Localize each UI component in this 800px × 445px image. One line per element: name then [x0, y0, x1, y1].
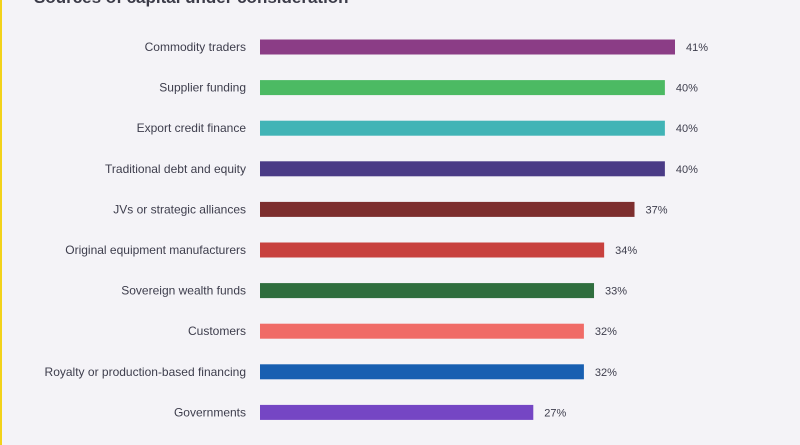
bar: [260, 364, 584, 380]
value-label: 40%: [676, 123, 698, 135]
category-label: Governments: [174, 405, 246, 419]
value-label: 32%: [595, 326, 617, 338]
value-label: 40%: [676, 164, 698, 176]
value-label: 33%: [605, 286, 627, 298]
category-label: Export credit finance: [137, 121, 247, 135]
value-label: 37%: [646, 204, 668, 216]
bar: [260, 161, 665, 177]
bar: [260, 323, 584, 339]
category-label: Commodity traders: [145, 40, 246, 54]
value-label: 34%: [615, 245, 637, 257]
bar: [260, 201, 635, 217]
bar: [260, 39, 675, 55]
chart-title: Sources of capital under consideration: [34, 0, 349, 8]
bar: [260, 242, 605, 258]
bar: [260, 404, 534, 420]
value-label: 27%: [544, 407, 566, 419]
category-label: JVs or strategic alliances: [113, 202, 246, 216]
bar: [260, 80, 665, 96]
category-label: Customers: [188, 324, 246, 338]
category-label: Original equipment manufacturers: [65, 243, 246, 257]
left-accent-rule: [0, 0, 2, 445]
category-label: Royalty or production-based financing: [45, 365, 246, 379]
bar: [260, 120, 665, 136]
bar: [260, 283, 595, 299]
category-label: Supplier funding: [159, 81, 246, 95]
value-label: 41%: [686, 42, 708, 54]
category-label: Sovereign wealth funds: [121, 284, 246, 298]
category-label: Traditional debt and equity: [105, 162, 246, 176]
value-label: 32%: [595, 367, 617, 379]
value-label: 40%: [676, 83, 698, 95]
